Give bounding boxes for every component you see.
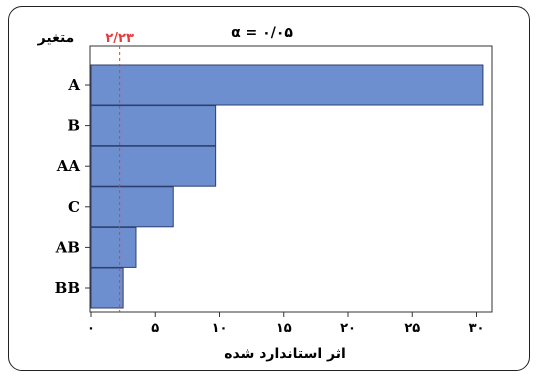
category-label-aa: AA xyxy=(56,157,81,175)
bar-ab xyxy=(90,226,137,268)
bar-bb xyxy=(90,267,124,309)
bar-aa xyxy=(90,145,217,187)
y-axis-label: متغیر xyxy=(37,30,75,46)
x-tick-label: ۵ xyxy=(151,321,159,336)
category-label-a: A xyxy=(67,76,80,94)
reference-line-label: ۲/۲۳ xyxy=(105,31,134,46)
category-label-ab: AB xyxy=(55,238,80,256)
category-label-c: C xyxy=(68,198,80,216)
bar-b xyxy=(90,105,217,147)
bar-a xyxy=(90,64,484,106)
x-tick-label: ۱۰ xyxy=(212,321,228,336)
x-tick-label: ۳۰ xyxy=(469,321,485,336)
x-tick-label: ۰ xyxy=(87,321,95,336)
category-label-b: B xyxy=(67,117,80,135)
x-tick-label: ۲۵ xyxy=(404,321,420,336)
category-label-bb: BB xyxy=(55,279,80,297)
alpha-annotation: α = ۰/۰۵ xyxy=(231,25,293,41)
bar-c xyxy=(90,186,174,228)
x-tick-label: ۲۰ xyxy=(340,321,356,336)
x-axis-label: اثر استاندارد شده xyxy=(224,346,346,362)
x-tick-label: ۱۵ xyxy=(276,321,292,336)
